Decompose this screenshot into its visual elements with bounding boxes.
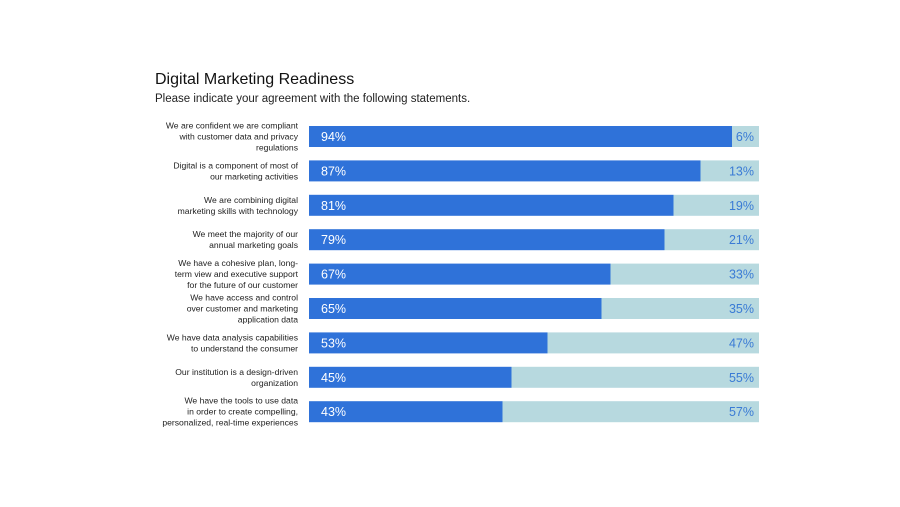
bar-rest [547, 332, 759, 354]
category-label: We have access and control over customer … [187, 293, 299, 325]
bar-agree-label: 45% [321, 371, 346, 385]
bar-rest-label: 47% [729, 336, 754, 350]
bar-rest [700, 160, 759, 182]
bar-rest [664, 229, 759, 251]
bar-agree [309, 366, 512, 388]
bar-rest-label: 35% [729, 302, 754, 316]
bar-agree-label: 94% [321, 130, 346, 144]
category-label: We are confident we are compliant with cu… [166, 121, 299, 153]
bar-rest [601, 298, 759, 319]
bar-agree [309, 401, 503, 423]
bar-rest-label: 13% [729, 164, 754, 178]
bar-rest-label: 6% [736, 130, 754, 144]
bar-agree-label: 79% [321, 233, 346, 247]
bar-agree [309, 298, 602, 319]
bar-agree-label: 81% [321, 199, 346, 213]
category-label: Digital is a component of most of our mar… [173, 160, 298, 181]
bar-rest [673, 194, 759, 216]
bar-agree-label: 87% [321, 164, 346, 178]
bar-rest-label: 19% [729, 199, 754, 213]
bar-rest [610, 263, 759, 285]
bar-agree [309, 332, 548, 354]
category-label: Our institution is a design-driven organi… [175, 367, 298, 388]
category-label: We have the tools to use data in order to… [162, 396, 298, 428]
bar-rest-label: 21% [729, 233, 754, 247]
bar-rest [502, 401, 759, 423]
bar-agree [309, 229, 665, 251]
bar-agree [309, 263, 611, 285]
page-title: Digital Marketing Readiness [155, 71, 355, 88]
page-subtitle: Please indicate your agreement with the … [155, 93, 471, 105]
category-label: We meet the majority of our annual market… [193, 229, 299, 250]
bar-rest-label: 55% [729, 371, 754, 385]
bar-rest-label: 33% [729, 268, 754, 282]
category-label: We are combining digital marketing skills… [178, 195, 299, 216]
bar-agree [309, 160, 701, 182]
bar-agree-label: 65% [321, 302, 346, 316]
bar-rest [732, 126, 759, 147]
bar-agree-label: 53% [321, 336, 346, 350]
bar-rest-label: 57% [729, 405, 754, 419]
bar-rest [511, 366, 759, 388]
bar-agree [309, 126, 732, 147]
bar-agree-label: 43% [321, 405, 346, 419]
bar-agree-label: 67% [321, 268, 346, 282]
category-label: We have data analysis capabilities to und… [167, 332, 298, 353]
bar-agree [309, 194, 674, 216]
category-label: We have a cohesive plan, long-term view … [175, 258, 299, 290]
